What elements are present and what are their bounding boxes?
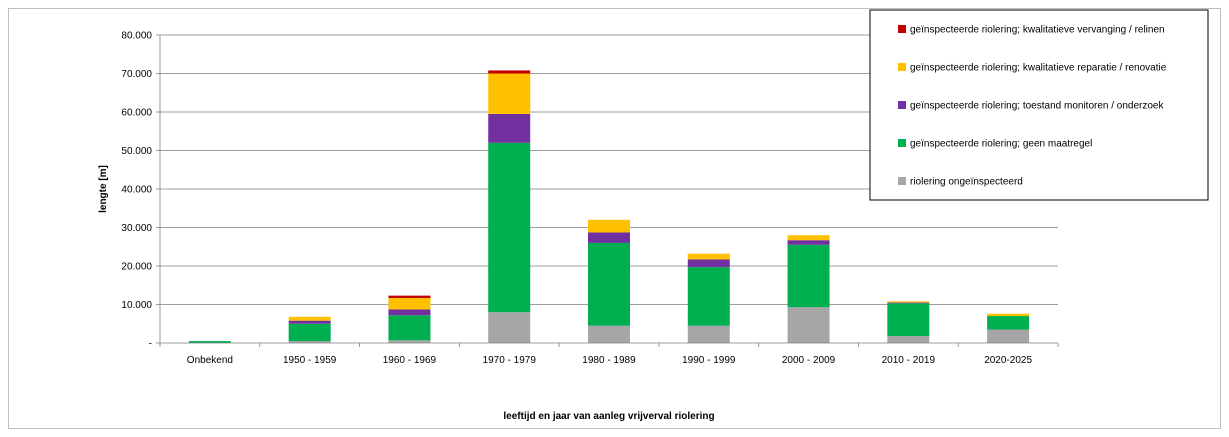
bar-segment bbox=[388, 297, 431, 310]
legend-entry: geïnspecteerde riolering; toestand monit… bbox=[910, 101, 1164, 112]
bar-segment bbox=[188, 341, 231, 343]
bar-segment bbox=[687, 267, 730, 326]
y-tick-label: 20.000 bbox=[121, 262, 152, 273]
x-tick-label: 1970 - 1979 bbox=[483, 355, 537, 366]
bar-segment bbox=[588, 242, 630, 326]
bar-segment bbox=[887, 336, 930, 343]
x-tick-label: 2010 - 2019 bbox=[882, 355, 936, 366]
legend-box bbox=[869, 9, 1209, 201]
bar-segment bbox=[488, 142, 531, 313]
bar-segment bbox=[787, 240, 830, 245]
x-tick-label: 1960 - 1969 bbox=[383, 355, 437, 366]
bar-segment bbox=[588, 232, 630, 243]
y-tick-label: 10.000 bbox=[121, 300, 152, 311]
legend-swatch bbox=[898, 177, 906, 185]
y-tick-label: 70.000 bbox=[121, 69, 152, 80]
legend-swatch bbox=[898, 25, 906, 33]
stacked-bar-chart: - 10.000 20.000 30.000 40.000 50.000 60.000 70.… bbox=[98, 9, 1209, 422]
bar-segment bbox=[687, 253, 730, 260]
legend-entry: geïnspecteerde riolering; kwalitatieve v… bbox=[910, 25, 1165, 36]
bar-segment bbox=[488, 312, 531, 343]
bar-segment bbox=[687, 259, 730, 268]
bar-segment bbox=[787, 307, 830, 343]
legend: geïnspecteerde riolering; kwalitatieve v… bbox=[869, 9, 1209, 201]
bar-segment bbox=[887, 303, 930, 337]
bar-segment bbox=[588, 219, 630, 233]
x-tick-label: 2020-2025 bbox=[984, 355, 1032, 366]
bar-segment bbox=[488, 73, 531, 114]
y-tick-label: 50.000 bbox=[121, 146, 152, 157]
bar-segment bbox=[288, 320, 331, 324]
x-tick-label: Onbekend bbox=[187, 355, 233, 366]
x-tick-labels: Onbekend 1950 - 1959 1960 - 1969 1970 - 197… bbox=[187, 355, 1033, 366]
bar-segment bbox=[388, 295, 431, 298]
bar-segment bbox=[787, 235, 830, 241]
legend-entry: riolering ongeïnspecteerd bbox=[910, 177, 1023, 188]
x-axis-title: leeftijd en jaar van aanleg vrijverval r… bbox=[503, 411, 714, 422]
y-tick-label: 30.000 bbox=[121, 223, 152, 234]
legend-swatch bbox=[898, 63, 906, 71]
bar-segment bbox=[987, 329, 1030, 343]
x-tick-label: 2000 - 2009 bbox=[782, 355, 836, 366]
bar-segment bbox=[987, 316, 1030, 330]
x-tick-label: 1950 - 1959 bbox=[283, 355, 337, 366]
legend-entry: geïnspecteerde riolering; kwalitatieve r… bbox=[910, 63, 1167, 74]
bar-segment bbox=[887, 301, 930, 303]
bar-segment bbox=[288, 316, 331, 321]
bar-segment bbox=[987, 313, 1030, 317]
x-tick-label: 1990 - 1999 bbox=[682, 355, 736, 366]
bar-segment bbox=[388, 309, 431, 316]
chart-frame: - 10.000 20.000 30.000 40.000 50.000 60.000 70.… bbox=[8, 8, 1221, 429]
legend-entry: geïnspecteerde riolering; geen maatregel bbox=[910, 139, 1092, 150]
axes bbox=[159, 35, 1059, 347]
bar-segment bbox=[687, 325, 730, 343]
bar-segment bbox=[288, 341, 331, 343]
bar-segment bbox=[588, 325, 630, 343]
bar-segment bbox=[288, 323, 331, 342]
bar-segment bbox=[388, 340, 431, 343]
x-tick-label: 1980 - 1989 bbox=[582, 355, 636, 366]
y-tick-labels: - 10.000 20.000 30.000 40.000 50.000 60.000 70.… bbox=[121, 31, 152, 350]
legend-swatch bbox=[898, 139, 906, 147]
bar-segment bbox=[488, 70, 531, 74]
legend-swatch bbox=[898, 101, 906, 109]
y-tick-label: - bbox=[149, 339, 152, 350]
bar-segment bbox=[887, 302, 930, 304]
y-axis-title: lengte [m] bbox=[98, 165, 109, 213]
bar-segment bbox=[787, 244, 830, 308]
y-tick-label: 60.000 bbox=[121, 108, 152, 119]
bar-segment bbox=[488, 113, 531, 143]
bars bbox=[188, 70, 1030, 343]
bar-segment bbox=[388, 315, 431, 341]
y-tick-label: 40.000 bbox=[121, 185, 152, 196]
y-tick-label: 80.000 bbox=[121, 31, 152, 42]
